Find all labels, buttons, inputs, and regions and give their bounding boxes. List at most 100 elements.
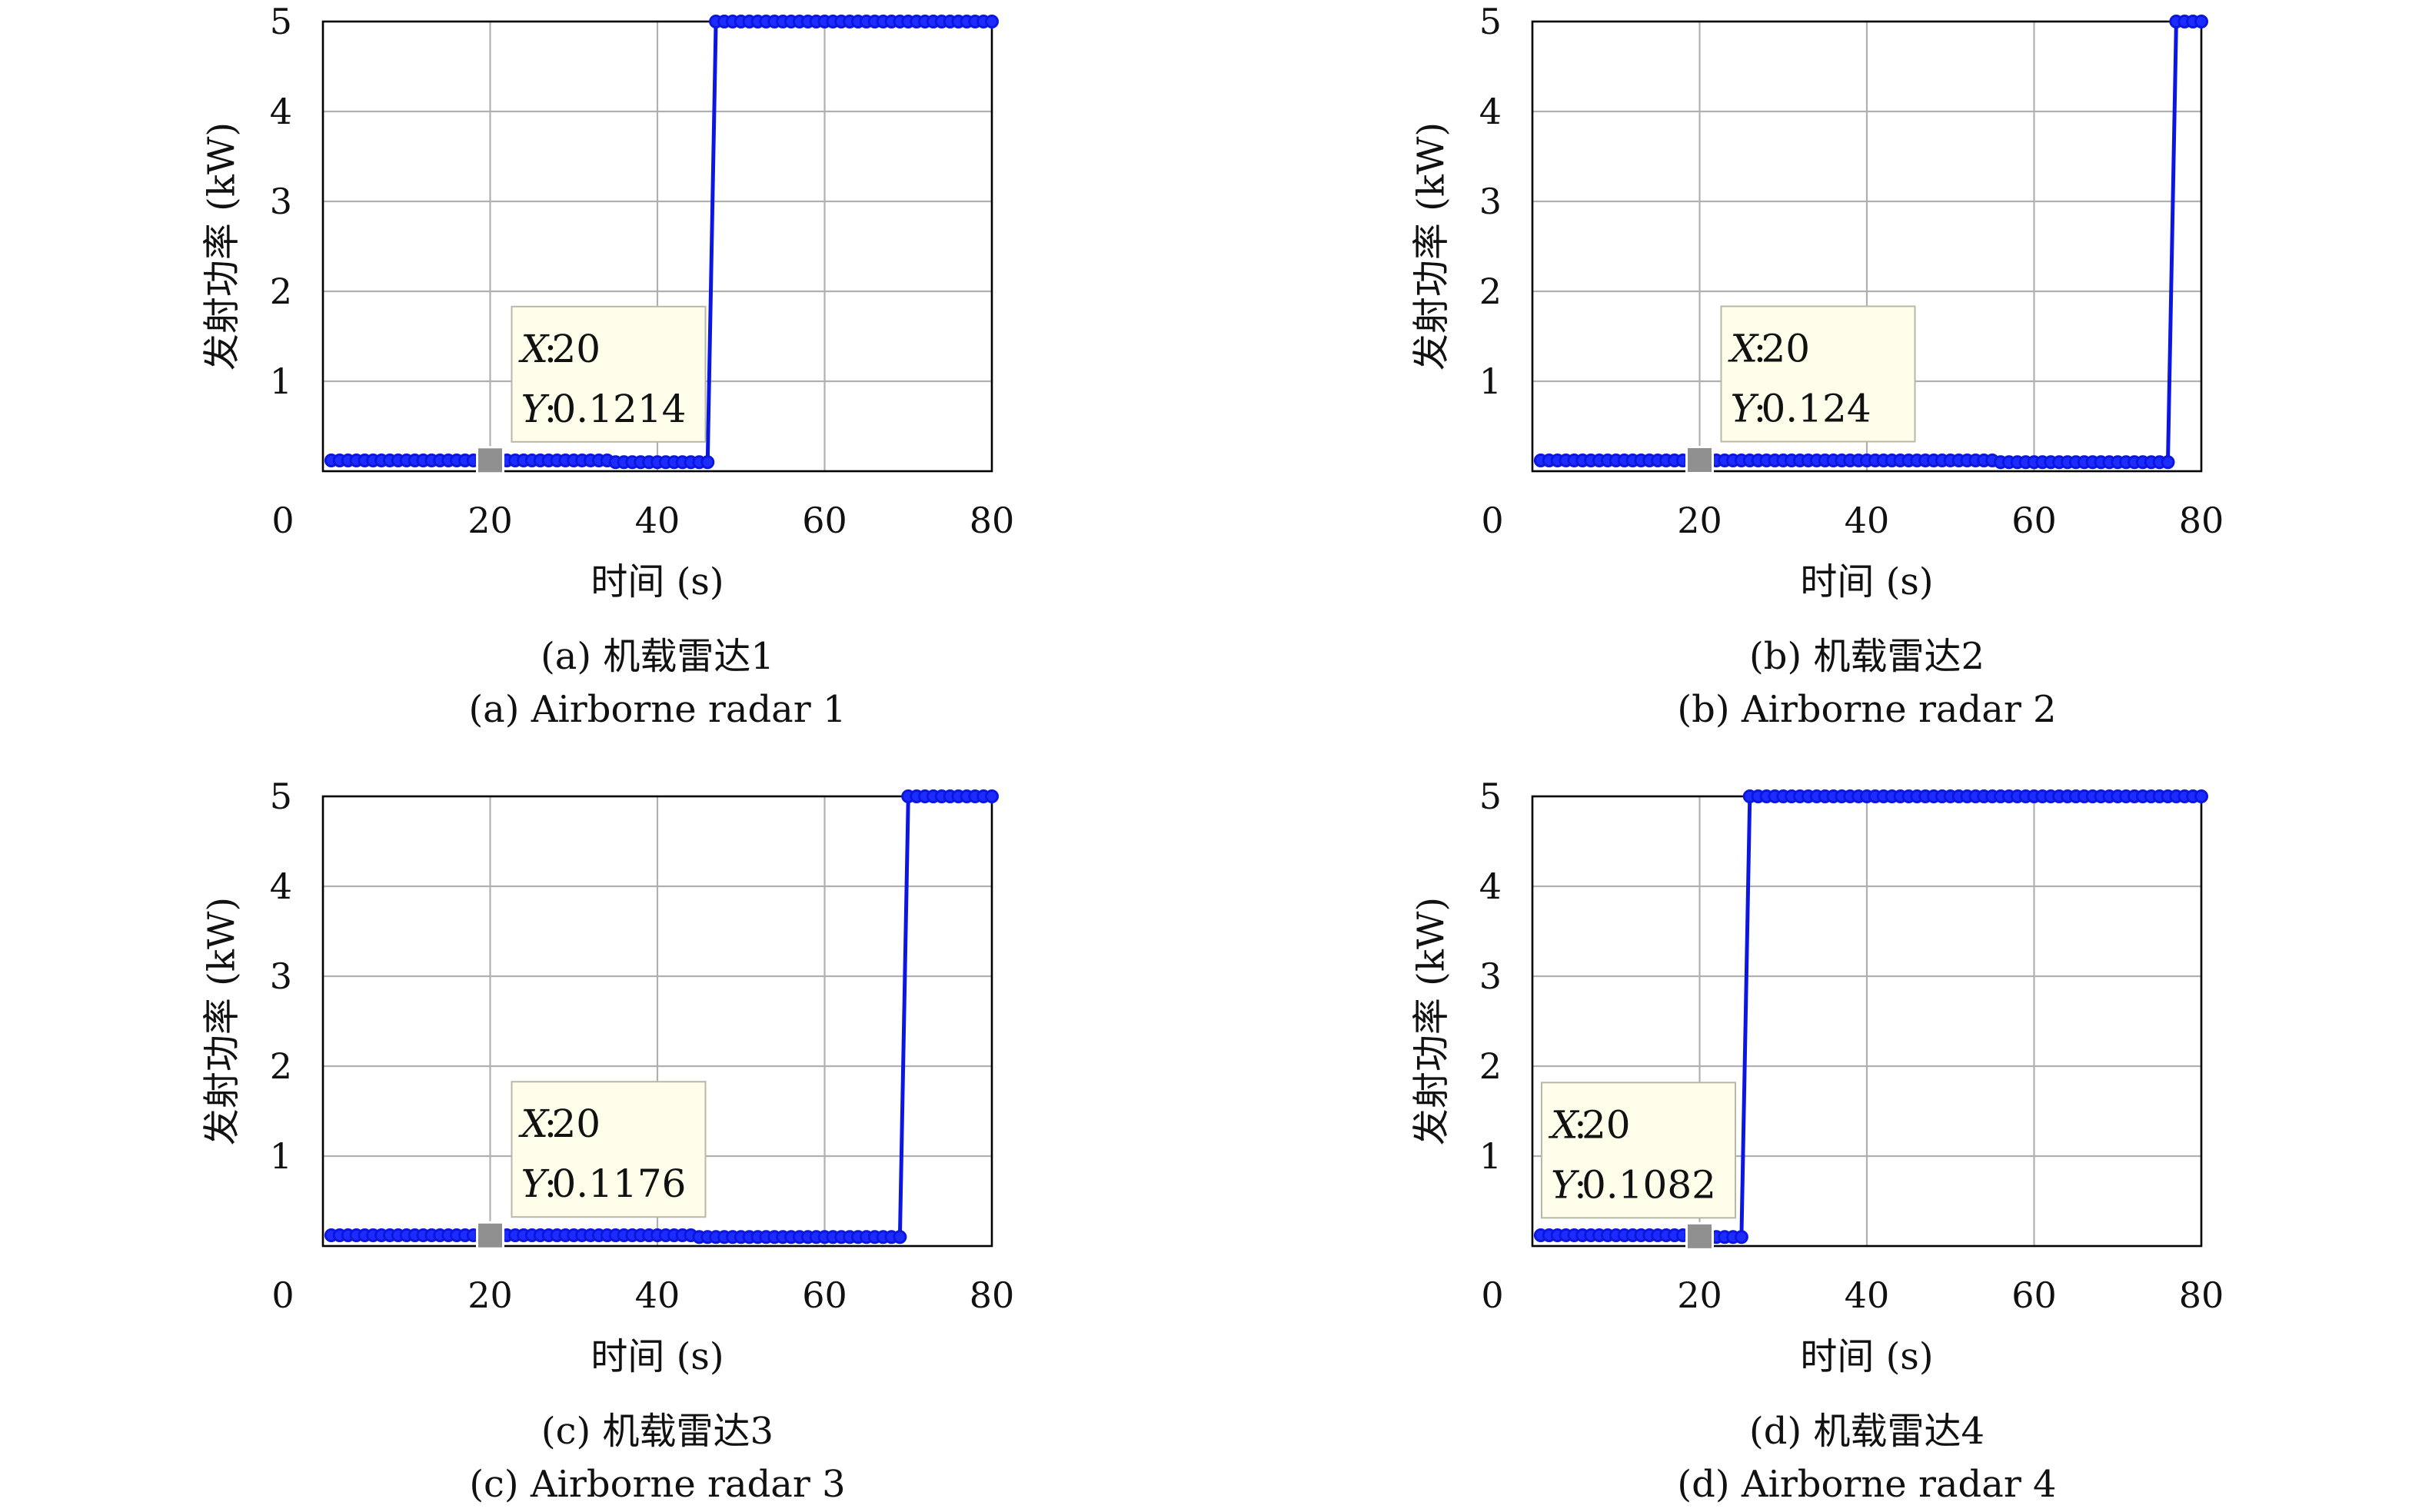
caption-en: (b) Airborne radar 2 xyxy=(1677,688,2056,731)
datatip-box xyxy=(511,305,707,443)
data-point xyxy=(2194,789,2208,803)
x-tick-label: 80 xyxy=(970,1274,1015,1316)
datatip[interactable]: X 20:Y:0.124 xyxy=(1685,305,1916,474)
y-tick-label: 4 xyxy=(270,866,292,907)
chart-panel-d: 0 20 40 60 80 1 2 3 4 5 时间 (s) 发射功率 (kW) (d) 机载雷达4 (d… xyxy=(1410,776,2224,1506)
series xyxy=(1533,15,2208,470)
series xyxy=(324,15,999,470)
x-tick-label: 60 xyxy=(802,500,847,541)
datatip-y-colon: : xyxy=(544,387,557,431)
x-tick-label: 40 xyxy=(635,500,680,541)
x-tick-label: 20 xyxy=(467,500,513,541)
datatip-y-value: 0.124 xyxy=(1762,386,1871,430)
y-axis-title: 发射功率 (kW) xyxy=(1410,897,1453,1145)
chart-panel-c: 0 20 40 60 80 1 2 3 4 5 时间 (s) 发射功率 (kW) (c) 机载雷达3 (c… xyxy=(201,776,1015,1506)
x-tick-label: 60 xyxy=(2011,1274,2057,1316)
data-point xyxy=(985,789,999,803)
datatip-y-colon: : xyxy=(1574,1162,1587,1207)
datatip-y-colon: : xyxy=(544,1161,557,1206)
y-tick-label: 4 xyxy=(1479,91,1502,132)
datatip-marker[interactable] xyxy=(1685,445,1714,474)
y-tick-label: 1 xyxy=(270,361,292,402)
y-tick-label: 5 xyxy=(1479,776,1502,817)
y-tick-label: 3 xyxy=(1479,181,1502,222)
datatip[interactable]: X 20:Y:0.1176 xyxy=(476,1081,707,1250)
datatip[interactable]: X 20:Y:0.1214 xyxy=(476,305,707,475)
y-tick-label: 1 xyxy=(270,1135,292,1177)
x-tick-label: 20 xyxy=(467,1274,513,1316)
datatip-box xyxy=(1541,1082,1736,1219)
x-tick-label: 40 xyxy=(1845,1274,1890,1316)
data-point xyxy=(893,1230,907,1244)
datatip-marker[interactable] xyxy=(476,1221,504,1250)
datatip-y-value: 0.1176 xyxy=(552,1161,687,1206)
y-tick-label: 4 xyxy=(1479,866,1502,907)
y-tick-label: 2 xyxy=(270,271,292,312)
datatip-marker[interactable] xyxy=(476,446,504,475)
x-axis-title: 时间 (s) xyxy=(591,1335,724,1378)
data-point xyxy=(1734,1230,1748,1244)
y-tick-label: 5 xyxy=(270,776,292,817)
datatip-y-value: 0.1082 xyxy=(1582,1162,1716,1207)
caption-en: (a) Airborne radar 1 xyxy=(468,688,846,731)
x-tick-label: 0 xyxy=(1481,500,1503,541)
chart-panel-b: 0 20 40 60 80 1 2 3 4 5 时间 (s) 发射功率 (kW) (b) 机载雷达2 (b… xyxy=(1410,1,2224,731)
caption-en: (c) Airborne radar 3 xyxy=(469,1463,845,1506)
x-tick-label: 0 xyxy=(271,1274,294,1316)
series xyxy=(1533,789,2208,1244)
x-tick-label: 0 xyxy=(1481,1274,1503,1316)
x-tick-label: 80 xyxy=(2179,500,2224,541)
x-tick-label: 40 xyxy=(635,1274,680,1316)
axes-box xyxy=(321,20,993,473)
datatip-marker[interactable] xyxy=(1685,1221,1714,1251)
x-tick-label: 0 xyxy=(271,500,294,541)
data-point xyxy=(700,455,715,470)
x-tick-label: 60 xyxy=(802,1274,847,1316)
datatip-y-colon: : xyxy=(1754,386,1767,430)
datatip-x-key: X xyxy=(518,1102,551,1146)
y-axis-title: 发射功率 (kW) xyxy=(201,122,244,371)
y-tick-label: 3 xyxy=(270,181,292,222)
datatip-x-value: 20 xyxy=(552,1102,601,1146)
datatip-x-value: 20 xyxy=(552,327,601,371)
y-tick-label: 4 xyxy=(270,91,292,132)
data-point xyxy=(2161,455,2175,470)
datatip-x-key: X xyxy=(518,327,551,371)
datatip-x-colon: : xyxy=(1754,326,1767,371)
datatip-x-value: 20 xyxy=(1762,326,1811,371)
data-point xyxy=(985,15,999,28)
x-tick-label: 80 xyxy=(970,500,1015,541)
y-axis-title: 发射功率 (kW) xyxy=(1410,122,1453,371)
datatip-x-colon: : xyxy=(544,1102,557,1146)
chart-panel-a: 0 20 40 60 80 1 2 3 4 5 时间 (s) 发射功率 (kW) (a) 机载雷达1 (a… xyxy=(201,1,1015,731)
datatip-y-key: Y xyxy=(1731,386,1759,430)
series xyxy=(324,789,999,1244)
x-axis-title: 时间 (s) xyxy=(1800,560,1933,603)
y-tick-label: 2 xyxy=(1479,271,1502,312)
y-tick-label: 2 xyxy=(1479,1045,1502,1087)
datatip-y-key: Y xyxy=(521,1161,550,1206)
datatip-y-key: Y xyxy=(521,387,550,431)
y-tick-label: 3 xyxy=(270,955,292,997)
caption-cn: (d) 机载雷达4 xyxy=(1749,1410,1985,1453)
caption-cn: (b) 机载雷达2 xyxy=(1749,635,1985,678)
datatip-y-value: 0.1214 xyxy=(552,387,687,431)
axes-box xyxy=(1531,20,2203,473)
data-point xyxy=(2194,15,2208,28)
x-axis-title: 时间 (s) xyxy=(1800,1335,1933,1378)
y-tick-label: 1 xyxy=(1479,361,1502,402)
caption-en: (d) Airborne radar 4 xyxy=(1677,1463,2056,1506)
x-tick-label: 40 xyxy=(1845,500,1890,541)
caption-cn: (a) 机载雷达1 xyxy=(541,635,774,678)
datatip-y-key: Y xyxy=(1551,1162,1579,1207)
datatip-x-colon: : xyxy=(544,327,557,371)
x-tick-label: 60 xyxy=(2011,500,2057,541)
datatip-x-key: X xyxy=(1548,1102,1580,1147)
datatip-x-colon: : xyxy=(1574,1102,1587,1147)
caption-cn: (c) 机载雷达3 xyxy=(541,1410,774,1453)
datatip-box xyxy=(511,1081,707,1218)
datatip[interactable]: X 20:Y:0.1082 xyxy=(1541,1082,1736,1251)
y-tick-label: 3 xyxy=(1479,955,1502,997)
y-axis-title: 发射功率 (kW) xyxy=(201,897,244,1145)
